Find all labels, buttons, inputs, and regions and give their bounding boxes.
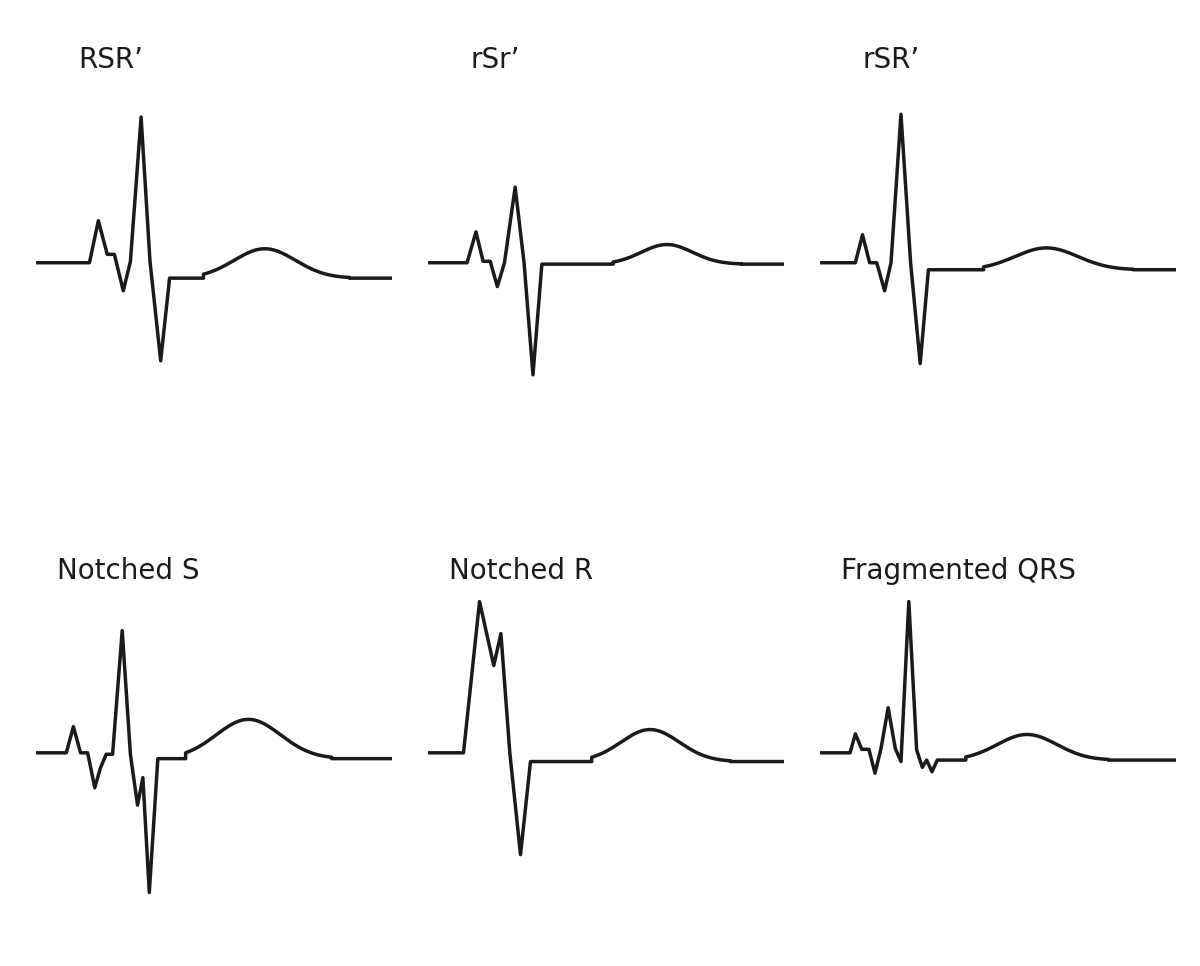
Text: Notched R: Notched R (449, 556, 593, 584)
Text: RSR’: RSR’ (79, 46, 144, 74)
Text: rSR’: rSR’ (863, 46, 919, 74)
Text: rSr’: rSr’ (470, 46, 520, 74)
Text: Fragmented QRS: Fragmented QRS (841, 556, 1076, 584)
Text: Notched S: Notched S (58, 556, 200, 584)
